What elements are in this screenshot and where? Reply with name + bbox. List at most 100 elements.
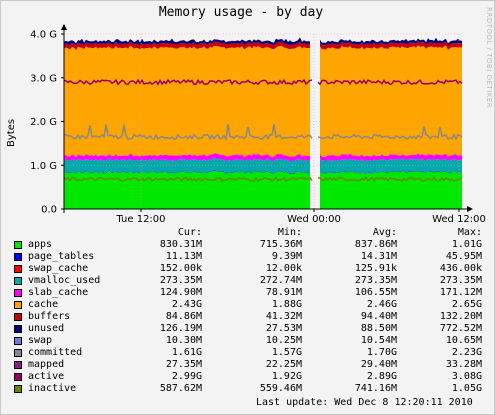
legend-cur: 2.99G xyxy=(171,371,202,382)
area-cache-1 xyxy=(320,45,462,158)
legend-name: committed xyxy=(28,347,83,358)
legend-avg: 837.86M xyxy=(354,239,397,250)
legend-avg: 88.50M xyxy=(360,323,397,334)
line-active-1 xyxy=(317,78,463,86)
legend-swatch xyxy=(14,265,22,273)
legend-cur: 587.62M xyxy=(159,383,202,394)
legend-avg: 94.40M xyxy=(360,311,397,322)
legend-min: 9.39M xyxy=(271,251,302,262)
legend-header-min: Min: xyxy=(277,227,302,238)
legend-min: 78.91M xyxy=(265,287,302,298)
legend-swatch xyxy=(14,361,22,369)
line-inactive-1 xyxy=(318,176,463,183)
y-tick-label: 4.0 G xyxy=(30,30,57,41)
area-vmalloc_used-0 xyxy=(64,158,310,174)
chart-title: Memory usage - by day xyxy=(158,5,324,20)
legend-max: 171.12M xyxy=(439,287,482,298)
legend-min: 41.32M xyxy=(265,311,302,322)
legend-swatch xyxy=(14,253,22,261)
legend-cur: 124.90M xyxy=(159,287,202,298)
area-layers xyxy=(64,37,462,209)
legend-cur: 2.43G xyxy=(171,299,202,310)
legend-cur: 830.31M xyxy=(159,239,202,250)
legend-avg: 106.55M xyxy=(354,287,397,298)
legend-swatch xyxy=(14,349,22,357)
legend-name: swap_cache xyxy=(28,263,89,274)
legend-min: 1.57G xyxy=(271,347,302,358)
legend-swatch xyxy=(14,373,22,381)
last-update-text: Last update: Wed Dec 8 12:20:11 2010 xyxy=(256,397,473,408)
x-tick-label: Wed 12:00 xyxy=(432,214,486,225)
legend-name: vmalloc_used xyxy=(28,275,101,286)
legend-header-max: Max: xyxy=(457,227,482,238)
legend-swatch xyxy=(14,337,22,345)
legend-cur: 27.35M xyxy=(165,359,202,370)
area-buffers-0 xyxy=(64,41,310,51)
legend-swatch xyxy=(14,277,22,285)
y-tick-label: 1.0 G xyxy=(30,161,57,172)
x-axis-arrow-icon xyxy=(467,206,473,212)
line-committed-1 xyxy=(317,126,463,141)
legend-avg: 2.46G xyxy=(366,299,397,310)
area-page_tables-0 xyxy=(64,170,310,174)
legend-max: 2.23G xyxy=(451,347,482,358)
legend-max: 1.01G xyxy=(451,239,482,250)
legend-swatch xyxy=(14,301,22,309)
area-unused-1 xyxy=(320,37,462,46)
legend-max: 33.28M xyxy=(445,359,482,370)
legend-cur: 273.35M xyxy=(159,275,202,286)
legend-avg: 273.35M xyxy=(354,275,397,286)
legend-min: 12.00k xyxy=(265,263,302,274)
legend-swatch xyxy=(14,313,22,321)
line-active-0 xyxy=(63,78,313,86)
area-slab_cache-1 xyxy=(320,153,462,162)
legend-swatch xyxy=(14,385,22,393)
legend-min: 27.53M xyxy=(265,323,302,334)
legend-name: page_tables xyxy=(28,251,95,262)
legend-min: 272.74M xyxy=(259,275,302,286)
legend-cur: 10.30M xyxy=(165,335,202,346)
y-tick-label: 0.0 xyxy=(41,205,57,216)
x-tick-label: Tue 12:00 xyxy=(115,214,165,225)
legend-max: 772.52M xyxy=(439,323,482,334)
area-slab_cache-0 xyxy=(64,153,310,162)
legend-swatch xyxy=(14,325,22,333)
legend-swatch xyxy=(14,289,22,297)
legend-min: 559.46M xyxy=(259,383,302,394)
legend-max: 1.05G xyxy=(451,383,482,394)
legend-max: 273.35M xyxy=(439,275,482,286)
legend-cur: 126.19M xyxy=(159,323,202,334)
legend-min: 10.25M xyxy=(265,335,302,346)
legend-min: 1.88G xyxy=(271,299,302,310)
area-vmalloc_used-1 xyxy=(320,158,462,174)
legend-cur: 1.61G xyxy=(171,347,202,358)
legend-cur: 11.13M xyxy=(165,251,202,262)
legend-avg: 1.70G xyxy=(366,347,397,358)
x-tick-label: Wed 00:00 xyxy=(287,214,341,225)
area-page_tables-1 xyxy=(320,170,462,174)
line-inactive-0 xyxy=(63,176,313,182)
legend-avg: 10.54M xyxy=(360,335,397,346)
legend-name: cache xyxy=(28,299,59,310)
watermark-text: RRDTOOL / TOBI OETIKER xyxy=(485,7,493,109)
area-unused-0 xyxy=(64,37,310,46)
legend-max: 3.08G xyxy=(451,371,482,382)
legend-header-avg: Avg: xyxy=(372,227,397,238)
line-layers xyxy=(63,78,463,183)
legend-max: 436.00k xyxy=(439,263,482,274)
y-tick-label: 2.0 G xyxy=(30,117,57,128)
legend-name: swap xyxy=(28,335,53,346)
legend-cur: 152.00k xyxy=(159,263,202,274)
area-cache-0 xyxy=(64,45,310,158)
legend-name: slab_cache xyxy=(28,287,89,298)
legend-max: 2.65G xyxy=(451,299,482,310)
legend-max: 132.20M xyxy=(439,311,482,322)
legend-avg: 125.91k xyxy=(354,263,397,274)
legend-cur: 84.86M xyxy=(165,311,202,322)
line-committed-0 xyxy=(63,123,313,142)
legend-avg: 29.40M xyxy=(360,359,397,370)
axes: 0.0 1.0 G 2.0 G 3.0 G 4.0 G Tue 12:00 Wed 00:0… xyxy=(30,24,486,225)
legend-avg: 14.31M xyxy=(360,251,397,262)
legend-name: apps xyxy=(28,239,53,250)
